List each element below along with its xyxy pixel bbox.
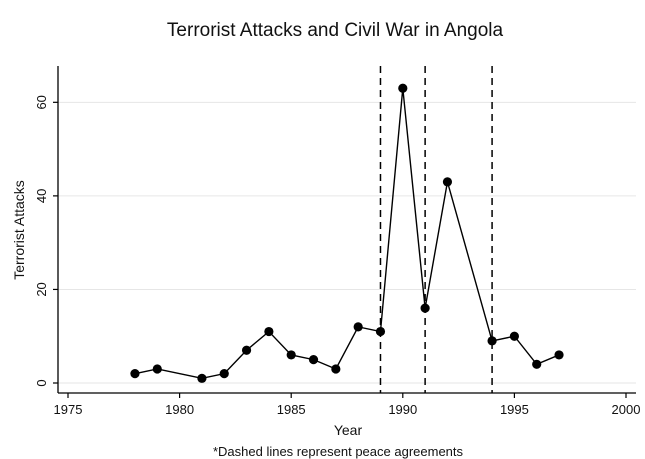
data-point (331, 364, 341, 374)
y-tick-label: 60 (34, 95, 49, 109)
y-tick-label: 40 (34, 189, 49, 203)
y-axis-label: Terrorist Attacks (11, 180, 27, 280)
data-point (152, 364, 162, 374)
data-point (375, 326, 386, 337)
data-point (241, 345, 252, 355)
series-layer (130, 83, 564, 383)
chart-note: *Dashed lines represent peace agreements (213, 444, 464, 459)
x-tick-label: 1995 (500, 402, 529, 417)
data-point (442, 177, 453, 187)
x-tick-label: 2000 (612, 402, 641, 417)
data-point (130, 369, 140, 379)
data-point (420, 303, 430, 313)
x-axis-label: Year (334, 422, 363, 438)
series-line (134, 88, 560, 380)
y-tick-label: 20 (34, 282, 49, 296)
grid-layer (58, 101, 636, 384)
data-point (509, 331, 519, 341)
data-point (353, 322, 363, 332)
data-point (487, 336, 497, 346)
x-tick-label: 1975 (54, 402, 83, 417)
data-point (219, 369, 229, 379)
reference-lines (379, 66, 493, 393)
chart-title: Terrorist Attacks and Civil War in Angol… (167, 20, 504, 41)
axes: 0 20 40 60 1975 1980 1985 1990 1995 2000 (34, 66, 640, 417)
data-point (308, 355, 319, 365)
data-point (532, 359, 542, 369)
data-point (264, 326, 274, 337)
y-tick-label: 0 (34, 379, 49, 386)
data-point (286, 350, 296, 360)
x-tick-label: 1990 (388, 402, 417, 417)
x-tick-label: 1985 (277, 402, 306, 417)
data-point (554, 350, 564, 360)
data-point (197, 373, 207, 383)
x-tick-label: 1980 (165, 402, 194, 417)
data-point (398, 83, 408, 93)
